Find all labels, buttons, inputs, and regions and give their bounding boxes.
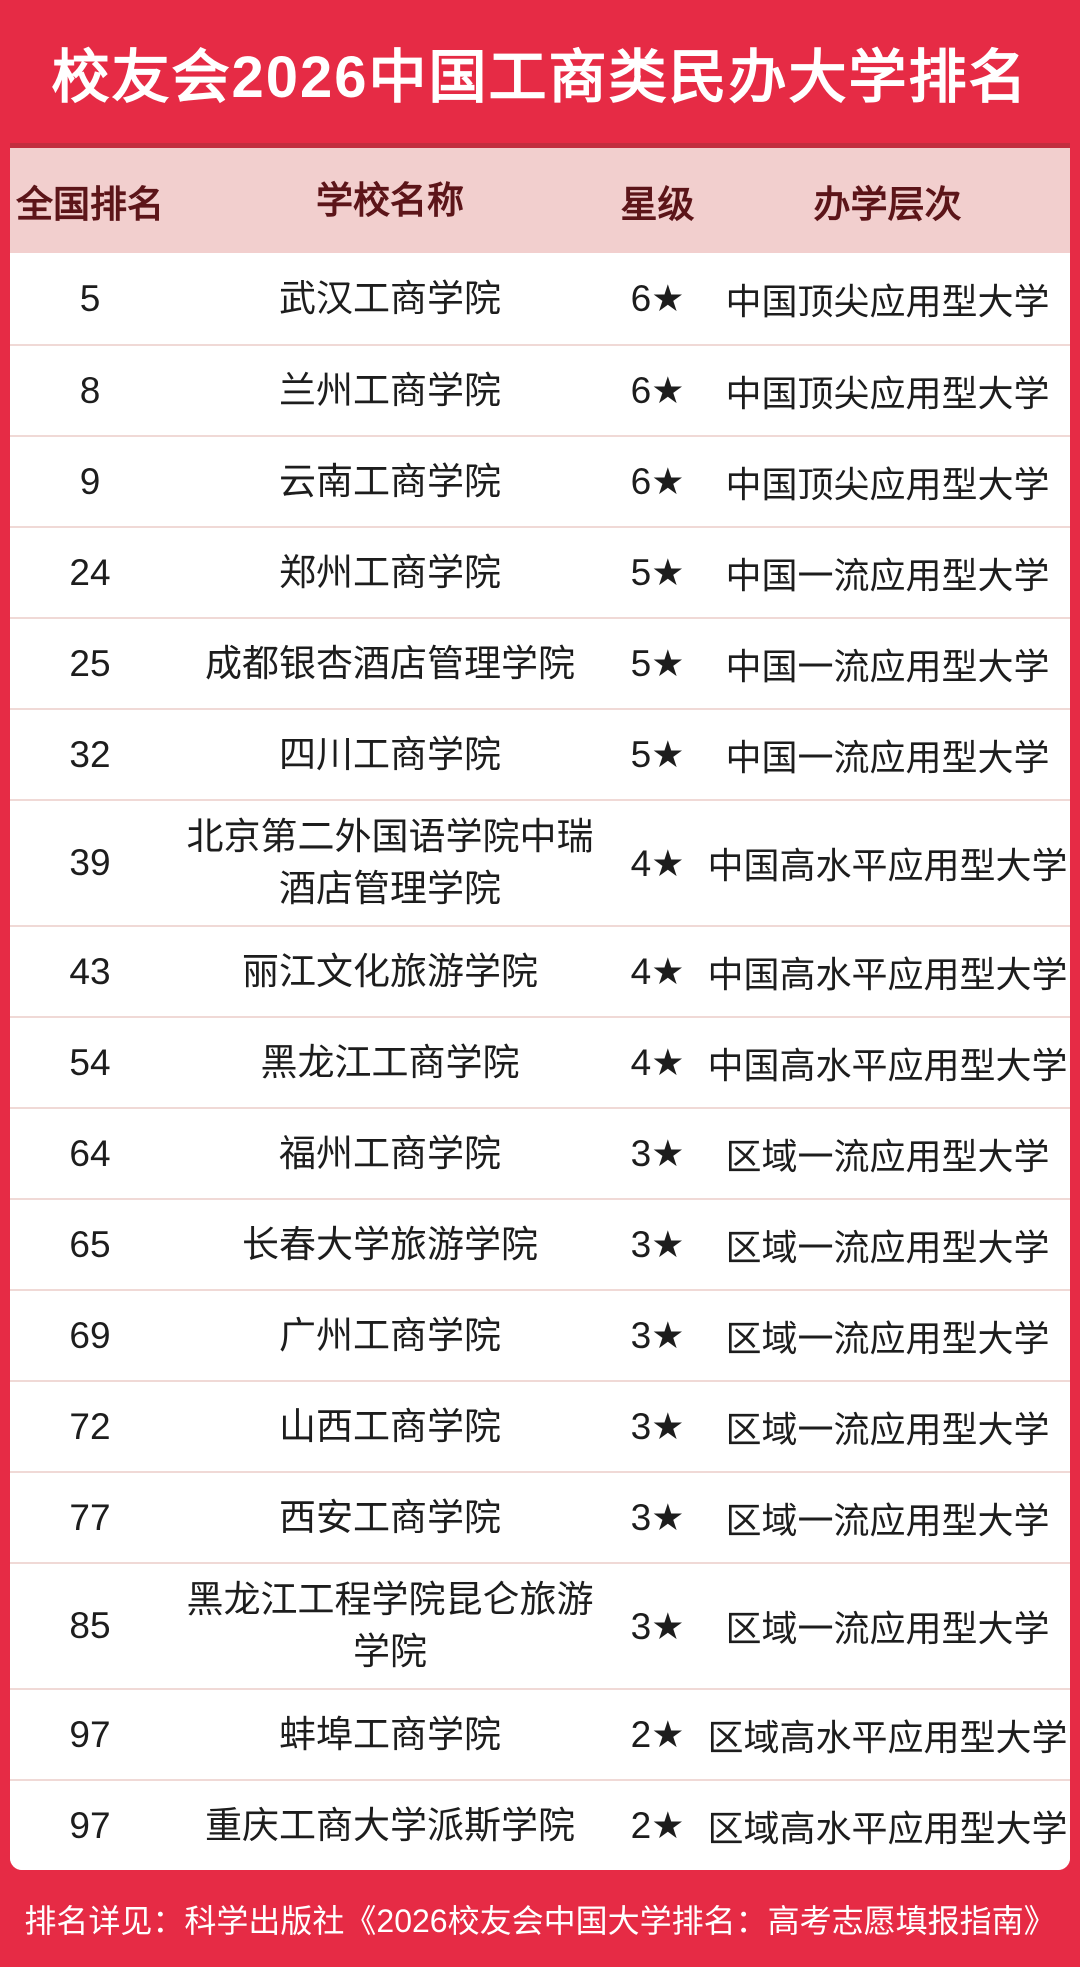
cell-school-name: 武汉工商学院 [279,277,501,319]
cell-national-rank: 65 [69,1223,111,1265]
footer-source-note: 排名详见：科学出版社《2026校友会中国大学排名：高考志愿填报指南》 [24,1902,1056,1939]
cell-national-rank: 97 [69,1713,111,1755]
table-row: 85 黑龙江工程学院昆仑旅游学院 3★ 区域一流应用型大学 [10,1562,1070,1688]
cell-school-level: 中国顶尖应用型大学 [725,463,1050,505]
table-row: 32 四川工商学院 5★ 中国一流应用型大学 [10,708,1070,799]
cell-star-rating: 2★ [630,1714,685,1755]
cell-national-rank: 64 [69,1132,111,1174]
cell-star-rating: 3★ [630,1406,685,1447]
cell-school-level: 区域高水平应用型大学 [707,1716,1068,1758]
cell-star-rating: 6★ [630,461,685,502]
cell-school-level: 中国高水平应用型大学 [707,845,1068,886]
table-row: 65 长春大学旅游学院 3★ 区域一流应用型大学 [10,1198,1070,1289]
cell-school-name: 兰州工商学院 [279,369,501,411]
column-header-rank: 全国排名 [16,183,164,225]
cell-school-name: 四川工商学院 [279,733,501,775]
cell-national-rank: 97 [69,1804,111,1846]
cell-school-level: 区域高水平应用型大学 [707,1807,1068,1849]
column-header-level: 办学层次 [813,183,962,225]
cell-star-rating: 4★ [630,842,685,884]
cell-school-level: 区域一流应用型大学 [725,1317,1050,1359]
table-row: 97 蚌埠工商学院 2★ 区域高水平应用型大学 [10,1688,1070,1779]
cell-star-rating: 3★ [630,1497,685,1538]
cell-school-level: 中国高水平应用型大学 [707,1044,1068,1086]
cell-national-rank: 8 [79,369,101,411]
cell-star-rating: 3★ [630,1315,685,1356]
cell-star-rating: 5★ [630,643,685,684]
cell-star-rating: 4★ [630,951,685,992]
cell-national-rank: 43 [69,950,111,992]
cell-school-level: 中国一流应用型大学 [725,554,1050,596]
table-body: 5 武汉工商学院 6★ 中国顶尖应用型大学 8 兰州工商学院 6★ 中国顶尖应用… [10,253,1070,1870]
table-row: 5 武汉工商学院 6★ 中国顶尖应用型大学 [10,253,1070,344]
cell-school-level: 区域一流应用型大学 [725,1135,1050,1177]
table-row: 24 郑州工商学院 5★ 中国一流应用型大学 [10,526,1070,617]
table-row: 25 成都银杏酒店管理学院 5★ 中国一流应用型大学 [10,617,1070,708]
cell-national-rank: 39 [69,842,111,883]
cell-national-rank: 32 [69,733,111,775]
table-row: 64 福州工商学院 3★ 区域一流应用型大学 [10,1107,1070,1198]
cell-star-rating: 4★ [630,1042,685,1083]
cell-national-rank: 72 [69,1405,111,1447]
cell-star-rating: 5★ [630,734,685,775]
table-row: 69 广州工商学院 3★ 区域一流应用型大学 [10,1289,1070,1380]
ranking-table-card: 全国排名 学校名称 星级 办学层次 5 武汉工商学院 6★ 中国顶尖应用型大学 … [10,143,1070,1870]
title-band: 校友会2026中国工商类民办大学排名 [0,0,1080,143]
cell-star-rating: 5★ [630,552,685,593]
cell-school-level: 区域一流应用型大学 [725,1499,1050,1541]
cell-national-rank: 54 [69,1041,111,1083]
cell-star-rating: 3★ [630,1224,685,1265]
cell-school-name: 黑龙江工程学院昆仑旅游学院 [186,1579,594,1672]
cell-national-rank: 5 [79,277,101,319]
table-row: 39 北京第二外国语学院中瑞酒店管理学院 4★ 中国高水平应用型大学 [10,799,1070,925]
cell-school-name: 蚌埠工商学院 [279,1713,501,1755]
cell-school-name: 丽江文化旅游学院 [242,950,538,992]
poster-title: 校友会2026中国工商类民办大学排名 [51,44,1029,110]
column-header-school: 学校名称 [316,179,464,221]
cell-national-rank: 85 [69,1605,111,1646]
cell-star-rating: 3★ [630,1605,685,1647]
table-row: 8 兰州工商学院 6★ 中国顶尖应用型大学 [10,344,1070,435]
cell-star-rating: 3★ [630,1133,685,1174]
cell-school-name: 成都银杏酒店管理学院 [205,642,575,684]
cell-school-name: 广州工商学院 [279,1314,501,1356]
cell-school-name: 云南工商学院 [279,460,501,502]
cell-school-name: 黑龙江工商学院 [260,1041,520,1083]
cell-star-rating: 2★ [630,1805,685,1846]
cell-school-name: 北京第二外国语学院中瑞酒店管理学院 [186,816,594,909]
cell-school-level: 中国顶尖应用型大学 [725,280,1050,322]
table-row: 54 黑龙江工商学院 4★ 中国高水平应用型大学 [10,1016,1070,1107]
column-header-stars: 星级 [620,183,695,225]
cell-school-level: 中国顶尖应用型大学 [725,372,1050,414]
cell-national-rank: 69 [69,1314,111,1356]
cell-school-name: 西安工商学院 [279,1496,501,1538]
cell-school-level: 中国一流应用型大学 [725,736,1050,778]
cell-national-rank: 9 [79,460,101,502]
cell-school-name: 长春大学旅游学院 [242,1223,538,1265]
cell-school-level: 中国一流应用型大学 [725,645,1050,687]
cell-school-name: 福州工商学院 [279,1132,501,1174]
cell-star-rating: 6★ [630,370,685,411]
cell-school-level: 区域一流应用型大学 [725,1408,1050,1450]
cell-national-rank: 77 [69,1496,111,1538]
cell-national-rank: 25 [69,642,111,684]
cell-school-level: 区域一流应用型大学 [725,1608,1050,1649]
cell-school-level: 区域一流应用型大学 [725,1226,1050,1268]
table-row: 97 重庆工商大学派斯学院 2★ 区域高水平应用型大学 [10,1779,1070,1870]
cell-school-name: 郑州工商学院 [279,551,501,593]
table-header-row: 全国排名 学校名称 星级 办学层次 [10,148,1070,253]
cell-national-rank: 24 [69,551,111,593]
footer-band: 排名详见：科学出版社《2026校友会中国大学排名：高考志愿填报指南》 [0,1870,1080,1967]
cell-school-level: 中国高水平应用型大学 [707,953,1068,995]
cell-school-name: 重庆工商大学派斯学院 [205,1804,575,1846]
table-row: 43 丽江文化旅游学院 4★ 中国高水平应用型大学 [10,925,1070,1016]
cell-school-name: 山西工商学院 [279,1405,501,1447]
table-row: 72 山西工商学院 3★ 区域一流应用型大学 [10,1380,1070,1471]
cell-star-rating: 6★ [630,278,685,319]
table-row: 9 云南工商学院 6★ 中国顶尖应用型大学 [10,435,1070,526]
table-row: 77 西安工商学院 3★ 区域一流应用型大学 [10,1471,1070,1562]
